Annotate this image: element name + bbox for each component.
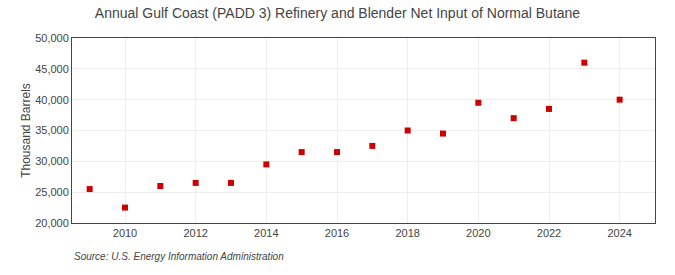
svg-text:Thousand Barrels: Thousand Barrels xyxy=(19,83,33,178)
svg-text:2018: 2018 xyxy=(395,227,419,239)
svg-text:45,000: 45,000 xyxy=(35,63,69,75)
svg-text:25,000: 25,000 xyxy=(35,186,69,198)
svg-text:Source: U.S. Energy Informatio: Source: U.S. Energy Information Administ… xyxy=(74,251,284,262)
svg-text:2024: 2024 xyxy=(607,227,631,239)
svg-text:20,000: 20,000 xyxy=(35,217,69,229)
svg-text:2020: 2020 xyxy=(466,227,490,239)
svg-text:Annual Gulf Coast (PADD 3) Ref: Annual Gulf Coast (PADD 3) Refinery and … xyxy=(95,5,581,21)
svg-text:2014: 2014 xyxy=(254,227,278,239)
svg-text:2012: 2012 xyxy=(183,227,207,239)
svg-text:50,000: 50,000 xyxy=(35,32,69,44)
svg-text:2010: 2010 xyxy=(113,227,137,239)
svg-text:2016: 2016 xyxy=(325,227,349,239)
svg-text:30,000: 30,000 xyxy=(35,155,69,167)
svg-text:35,000: 35,000 xyxy=(35,124,69,136)
svg-text:40,000: 40,000 xyxy=(35,94,69,106)
svg-text:2022: 2022 xyxy=(537,227,561,239)
